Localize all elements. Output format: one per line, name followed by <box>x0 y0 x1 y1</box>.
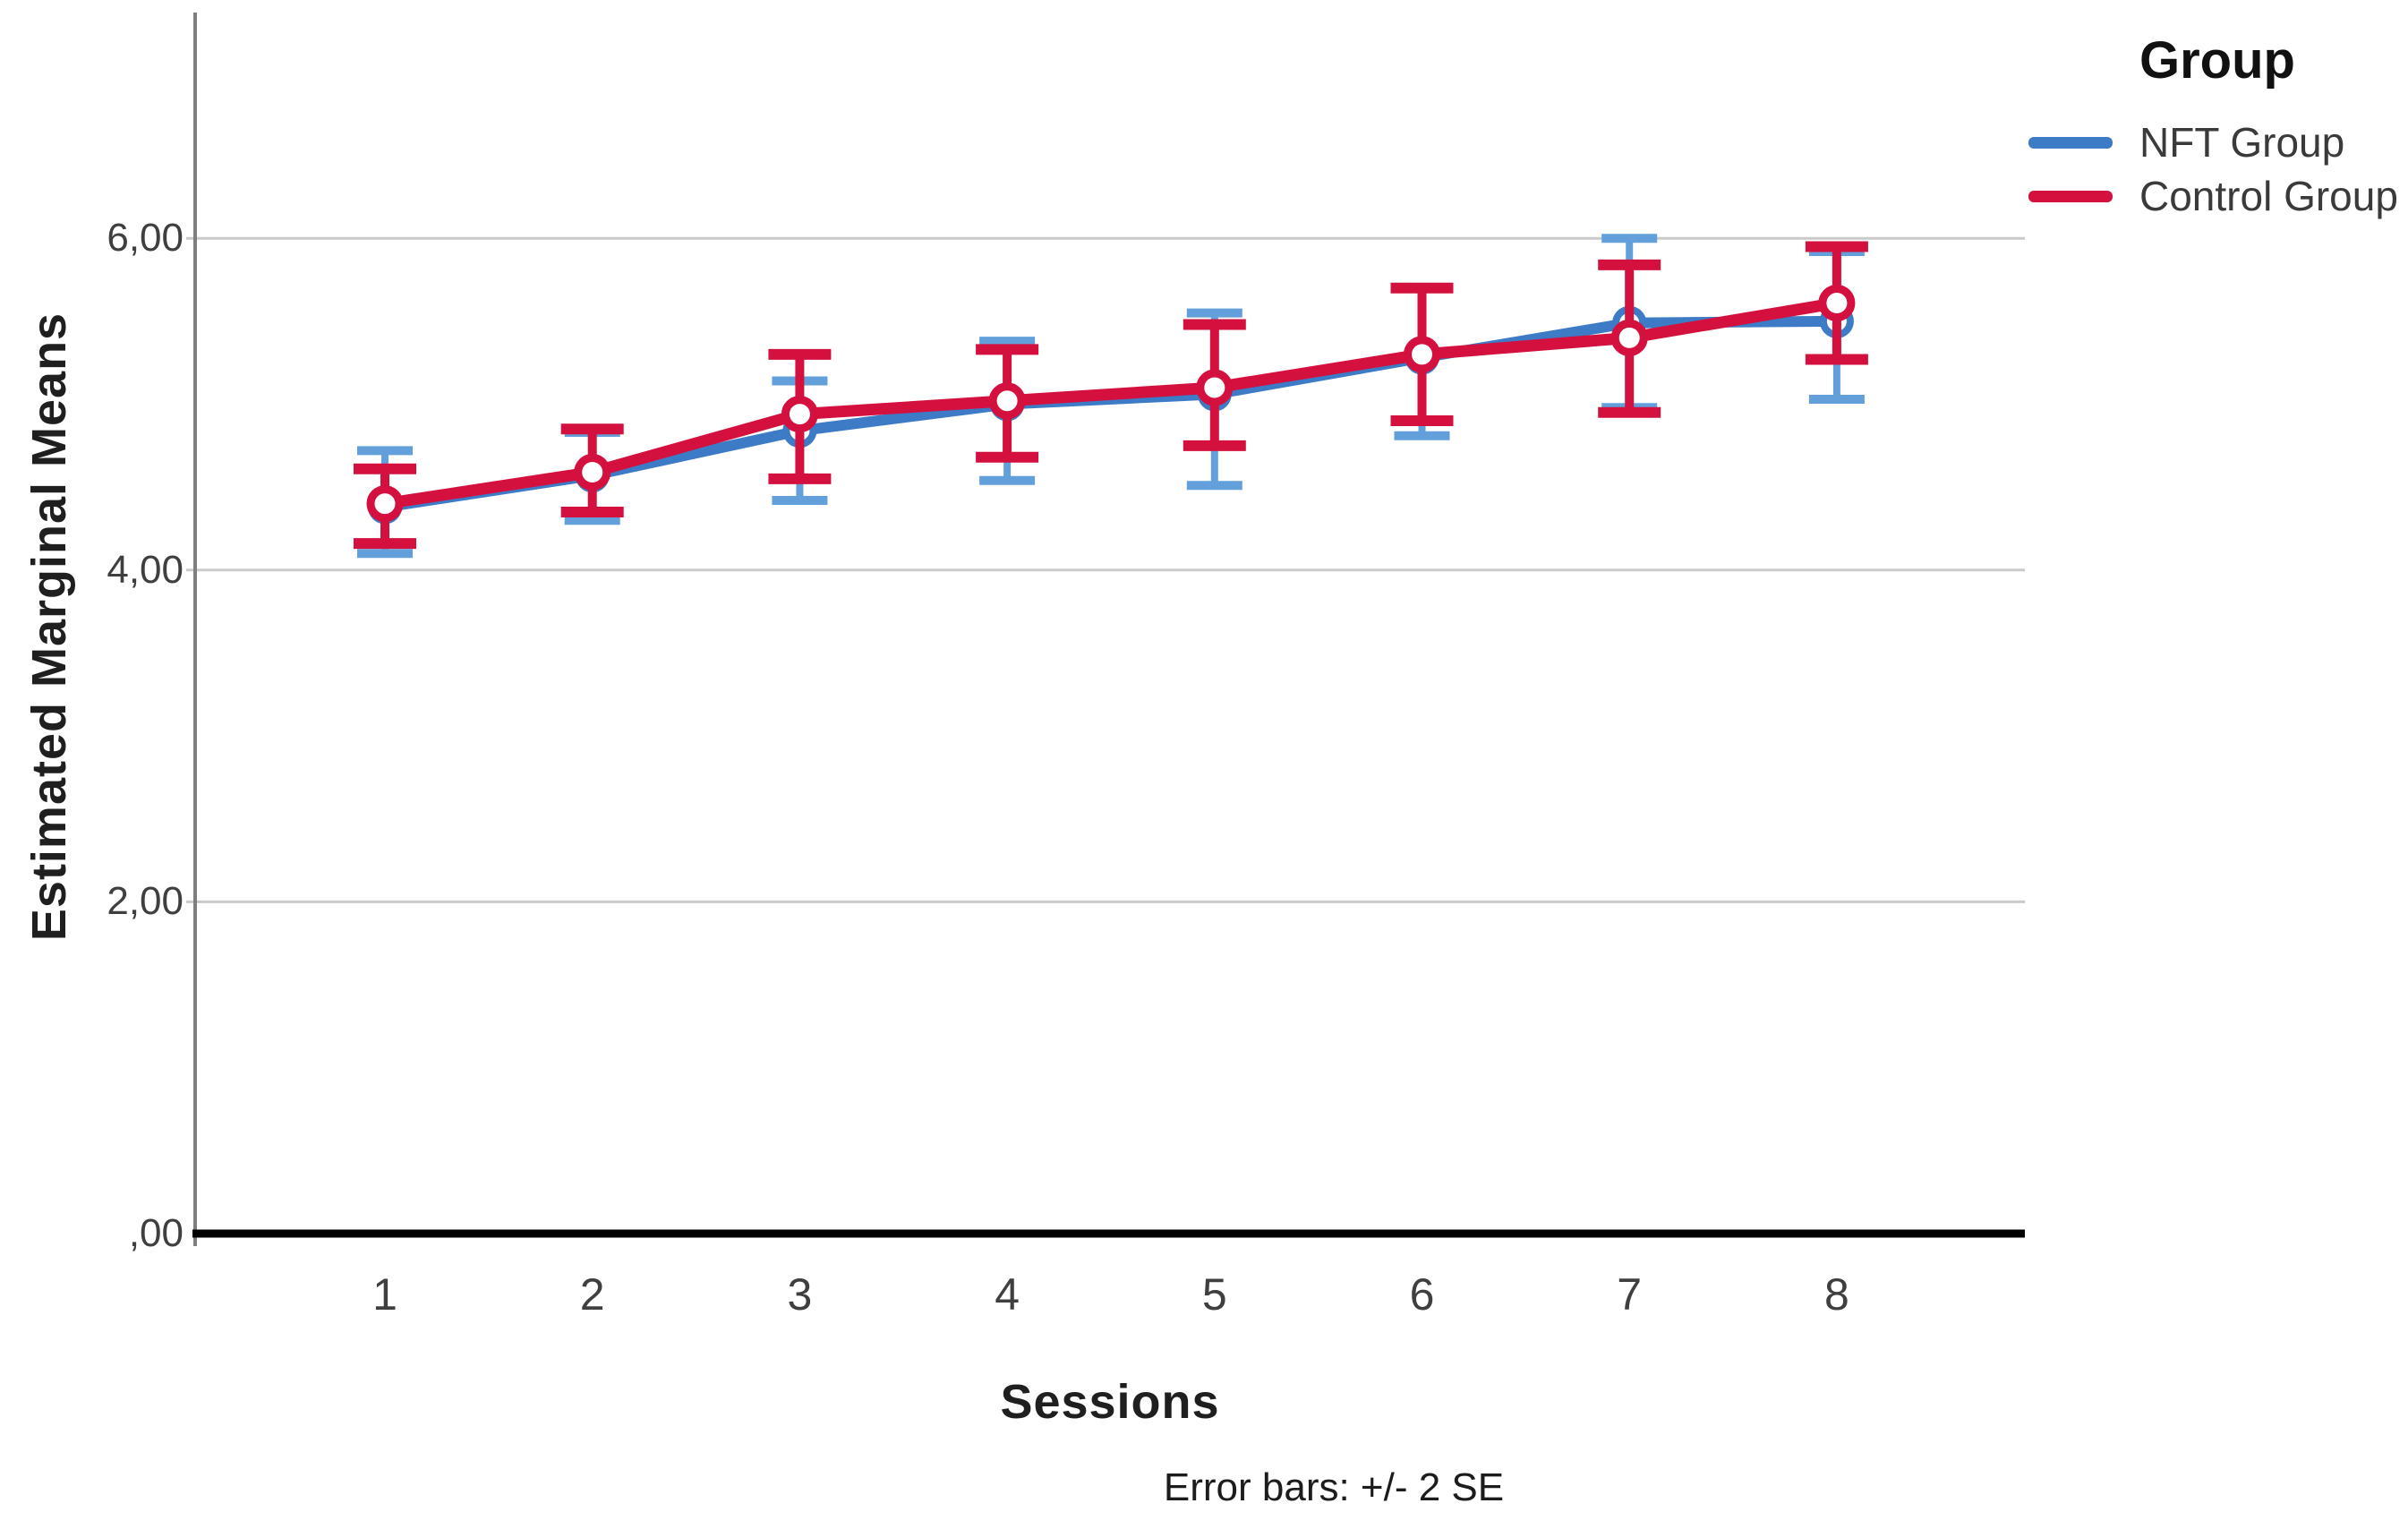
y-tick-label: ,00 <box>128 1211 184 1255</box>
legend-item-nft-group: NFT Group <box>2028 115 2408 169</box>
x-tick-label: 2 <box>579 1269 605 1320</box>
marker-control-group <box>1818 284 1856 321</box>
x-tick-label: 7 <box>1617 1269 1643 1320</box>
legend: Group NFT Group Control Group <box>2028 30 2408 223</box>
control-group-line-swatch <box>2028 190 2113 202</box>
marker-control-group <box>988 382 1026 420</box>
marker-control-group <box>366 485 404 523</box>
x-tick-label: 8 <box>1823 1269 1849 1320</box>
legend-title: Group <box>2139 31 2295 90</box>
y-tick-label: 4,00 <box>107 547 184 592</box>
marker-control-group <box>1610 319 1648 356</box>
series-line-control-group <box>384 297 1838 510</box>
marker-control-group <box>781 396 818 433</box>
legend-label: Control Group <box>2139 173 2398 219</box>
x-tick-label: 3 <box>787 1269 813 1320</box>
marker-control-group <box>1196 369 1234 406</box>
legend-label: NFT Group <box>2139 119 2345 166</box>
error-bars-footnote: Error bars: +/- 2 SE <box>1163 1465 1505 1509</box>
y-tick-label: 2,00 <box>107 879 184 924</box>
x-tick-label: 1 <box>372 1269 397 1320</box>
x-tick-label: 4 <box>995 1269 1020 1320</box>
x-tick-label: 6 <box>1409 1269 1435 1320</box>
y-axis-title: Estimated Marginal Means <box>22 312 76 942</box>
nft-group-line-swatch <box>2028 136 2113 149</box>
x-axis-title: Sessions <box>1000 1375 1220 1429</box>
marker-control-group <box>574 453 611 491</box>
x-tick-label: 5 <box>1201 1269 1227 1320</box>
marker-control-group <box>1404 336 1440 373</box>
legend-item-control-group: Control Group <box>2028 169 2408 223</box>
y-tick-label: 6,00 <box>107 216 184 261</box>
